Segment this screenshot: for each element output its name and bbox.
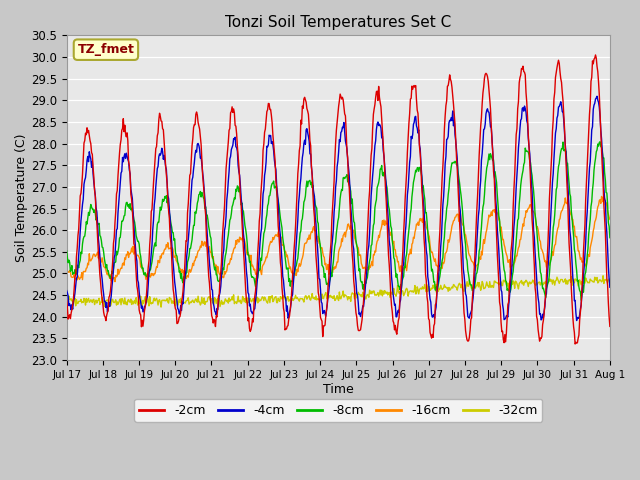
-32cm xyxy=(606,280,614,286)
-4cm xyxy=(404,185,412,191)
-16cm xyxy=(213,271,221,277)
-2cm xyxy=(606,324,614,329)
-8cm xyxy=(606,235,614,240)
Line: -16cm: -16cm xyxy=(67,196,610,282)
-16cm xyxy=(184,274,192,280)
Text: TZ_fmet: TZ_fmet xyxy=(77,43,134,56)
-4cm xyxy=(184,246,191,252)
-4cm xyxy=(593,94,601,99)
Line: -32cm: -32cm xyxy=(67,276,610,307)
-2cm xyxy=(129,207,136,213)
-2cm xyxy=(572,341,579,347)
-4cm xyxy=(606,284,614,290)
-2cm xyxy=(420,236,428,241)
-32cm xyxy=(421,282,429,288)
-4cm xyxy=(72,276,80,281)
-8cm xyxy=(184,259,191,265)
-2cm xyxy=(63,297,70,303)
-2cm xyxy=(591,52,599,58)
-16cm xyxy=(606,216,614,222)
-16cm xyxy=(405,251,413,257)
-4cm xyxy=(420,207,428,213)
-32cm xyxy=(599,273,607,278)
-8cm xyxy=(404,234,412,240)
-16cm xyxy=(129,243,137,249)
X-axis label: Time: Time xyxy=(323,383,354,396)
Title: Tonzi Soil Temperatures Set C: Tonzi Soil Temperatures Set C xyxy=(225,15,451,30)
-2cm xyxy=(184,210,191,216)
-4cm xyxy=(212,312,220,318)
-8cm xyxy=(72,271,80,277)
-32cm xyxy=(405,289,413,295)
-8cm xyxy=(577,297,585,303)
-32cm xyxy=(129,298,136,304)
-4cm xyxy=(63,288,70,293)
-2cm xyxy=(404,135,412,141)
-32cm xyxy=(72,297,80,302)
-8cm xyxy=(596,139,604,144)
-16cm xyxy=(598,193,605,199)
-8cm xyxy=(420,191,428,197)
Line: -2cm: -2cm xyxy=(67,55,610,344)
-4cm xyxy=(573,318,580,324)
Line: -4cm: -4cm xyxy=(67,96,610,321)
-32cm xyxy=(213,297,221,302)
Y-axis label: Soil Temperature (C): Soil Temperature (C) xyxy=(15,133,28,262)
-16cm xyxy=(72,276,80,282)
-32cm xyxy=(63,298,70,303)
-16cm xyxy=(421,218,429,224)
-2cm xyxy=(72,254,80,260)
Line: -8cm: -8cm xyxy=(67,142,610,300)
-32cm xyxy=(184,295,192,300)
-16cm xyxy=(111,279,119,285)
-4cm xyxy=(129,196,136,202)
-8cm xyxy=(63,248,70,254)
-8cm xyxy=(129,208,136,214)
-16cm xyxy=(63,262,70,267)
Legend: -2cm, -4cm, -8cm, -16cm, -32cm: -2cm, -4cm, -8cm, -16cm, -32cm xyxy=(134,399,543,422)
-2cm xyxy=(212,313,220,319)
-8cm xyxy=(212,272,220,277)
-32cm xyxy=(157,304,165,310)
